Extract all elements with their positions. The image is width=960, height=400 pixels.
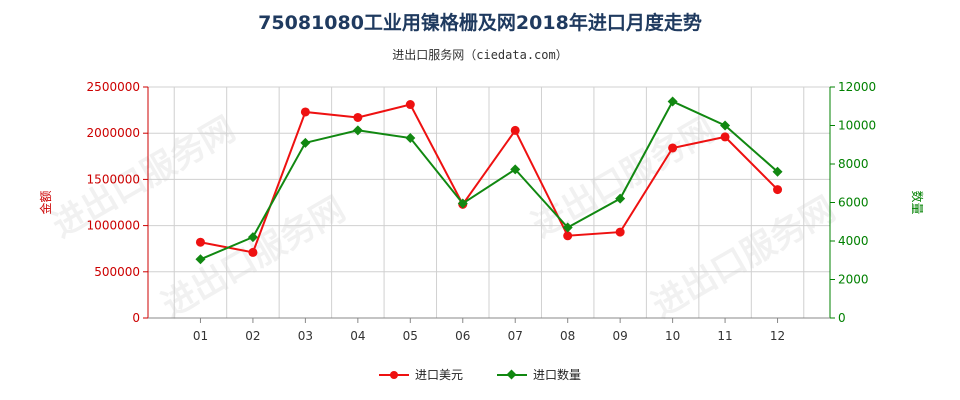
point-quantity[interactable] bbox=[457, 198, 468, 209]
point-amount[interactable] bbox=[300, 107, 310, 117]
series-line-amount bbox=[200, 103, 779, 254]
point-quantity[interactable] bbox=[405, 133, 416, 144]
point-quantity[interactable] bbox=[562, 222, 573, 233]
y-right-tick-label: 0 bbox=[838, 311, 846, 325]
x-tick-label: 11 bbox=[717, 329, 732, 343]
y-left-tick-label: 1500000 bbox=[87, 172, 140, 186]
point-amount[interactable] bbox=[405, 100, 415, 110]
x-tick-label: 08 bbox=[560, 329, 575, 343]
y-right-axis-label: 数量 bbox=[910, 190, 925, 214]
x-tick-label: 01 bbox=[193, 329, 208, 343]
point-quantity[interactable] bbox=[510, 164, 521, 175]
legend-label-amount: 进口美元 bbox=[414, 368, 463, 382]
x-tick-label: 12 bbox=[770, 329, 785, 343]
chart-subtitle: 进出口服务网（ciedata.com） bbox=[392, 48, 568, 62]
point-quantity[interactable] bbox=[720, 120, 731, 131]
point-quantity[interactable] bbox=[772, 166, 783, 177]
legend-item-quantity[interactable]: 进口数量 bbox=[497, 366, 581, 383]
chart-legend: 进口美元 进口数量 bbox=[0, 366, 960, 383]
x-tick-label: 04 bbox=[350, 329, 365, 343]
legend-label-quantity: 进口数量 bbox=[533, 368, 582, 382]
x-tick-label: 02 bbox=[245, 329, 260, 343]
y-left-axis-label: 金额 bbox=[38, 190, 53, 214]
point-quantity[interactable] bbox=[195, 254, 206, 265]
point-amount[interactable] bbox=[353, 112, 363, 122]
y-right-tick-label: 6000 bbox=[838, 196, 869, 210]
point-quantity[interactable] bbox=[352, 125, 363, 136]
y-left-tick-label: 500000 bbox=[94, 265, 140, 279]
point-amount[interactable] bbox=[563, 231, 573, 241]
y-left-tick-label: 0 bbox=[132, 311, 140, 325]
point-amount[interactable] bbox=[195, 237, 205, 247]
point-amount[interactable] bbox=[510, 125, 520, 135]
legend-swatch-quantity bbox=[497, 369, 527, 381]
x-tick-label: 03 bbox=[298, 329, 313, 343]
y-right-tick-label: 8000 bbox=[838, 157, 869, 171]
legend-item-amount[interactable]: 进口美元 bbox=[378, 366, 463, 383]
y-right-tick-label: 10000 bbox=[838, 119, 876, 133]
point-amount[interactable] bbox=[773, 185, 783, 195]
point-quantity[interactable] bbox=[615, 193, 626, 204]
legend-swatch-amount bbox=[378, 369, 409, 381]
y-right-tick-label: 12000 bbox=[838, 80, 876, 94]
point-quantity[interactable] bbox=[300, 137, 311, 148]
y-left-tick-label: 2500000 bbox=[87, 80, 140, 94]
x-tick-label: 09 bbox=[613, 329, 628, 343]
point-amount[interactable] bbox=[720, 132, 730, 142]
point-quantity[interactable] bbox=[247, 232, 258, 243]
point-quantity[interactable] bbox=[667, 96, 678, 107]
series-line-quantity bbox=[200, 100, 779, 261]
point-amount[interactable] bbox=[668, 143, 678, 153]
chart-title: 75081080工业用镍格栅及网2018年进口月度走势 bbox=[258, 12, 702, 34]
point-amount[interactable] bbox=[248, 247, 258, 257]
x-tick-label: 05 bbox=[403, 329, 418, 343]
point-amount[interactable] bbox=[615, 227, 625, 237]
x-tick-label: 07 bbox=[508, 329, 523, 343]
y-left-tick-label: 1000000 bbox=[87, 219, 140, 233]
x-tick-label: 06 bbox=[455, 329, 470, 343]
x-tick-label: 10 bbox=[665, 329, 680, 343]
y-left-tick-label: 2000000 bbox=[87, 126, 140, 140]
y-right-tick-label: 4000 bbox=[838, 234, 869, 248]
y-right-tick-label: 2000 bbox=[838, 273, 869, 287]
